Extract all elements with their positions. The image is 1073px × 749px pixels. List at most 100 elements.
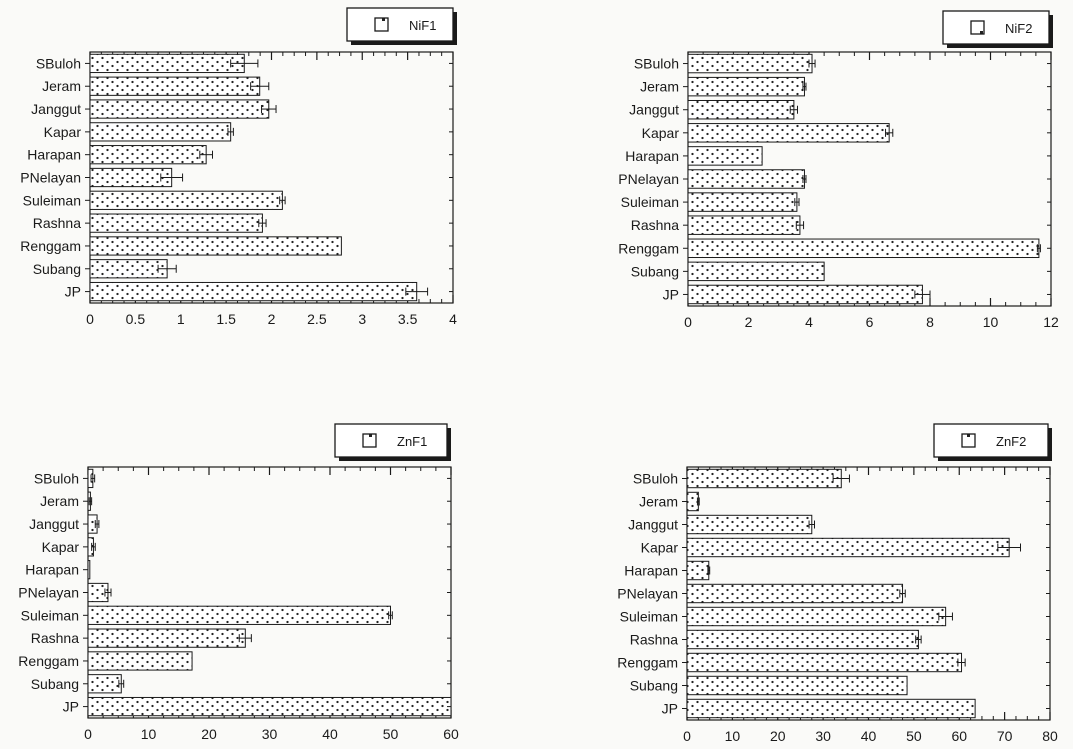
legend-swatch xyxy=(961,433,976,448)
x-tick-label: 50 xyxy=(383,726,399,742)
category-label: Harapan xyxy=(27,147,81,163)
legend-swatch xyxy=(970,20,985,35)
x-tick-label: 30 xyxy=(262,726,278,742)
category-label: PNelayan xyxy=(20,170,81,186)
bar-sbuloh xyxy=(686,468,842,489)
category-label: Renggam xyxy=(20,238,81,254)
bar-suleiman xyxy=(686,606,947,627)
bar-pnelayan xyxy=(686,583,904,604)
x-tick-label: 3.5 xyxy=(398,311,418,327)
bar-subang xyxy=(687,261,825,282)
category-label: PNelayan xyxy=(618,171,679,187)
category-label: Janggut xyxy=(29,516,79,532)
category-label: Renggam xyxy=(617,655,678,671)
category-label: SBuloh xyxy=(634,56,679,72)
bar-rashna xyxy=(89,213,263,233)
bar-jp xyxy=(89,281,418,302)
category-label: Rashna xyxy=(631,217,679,233)
category-label: Harapan xyxy=(624,563,678,579)
bar-sbuloh xyxy=(687,53,813,74)
category-label: Rashna xyxy=(630,632,678,648)
x-tick-label: 20 xyxy=(770,728,786,744)
bar-jp xyxy=(686,698,976,719)
x-tick-label: 1 xyxy=(177,311,185,327)
bar-kapar xyxy=(89,122,232,142)
category-label: Subang xyxy=(31,676,79,692)
x-tick-label: 70 xyxy=(997,728,1013,744)
bar-renggam xyxy=(686,652,963,673)
bar-jeram xyxy=(686,491,699,512)
category-label: Jeram xyxy=(40,493,79,509)
category-label: Suleiman xyxy=(23,192,81,208)
chart-panel-2: 0 2 4 6 8 10 12 SBuloh Jeram Janggut Kapar Harapan P… xyxy=(618,10,1059,330)
x-tick-label: 2.5 xyxy=(307,311,327,327)
x-tick-label: 12 xyxy=(1043,314,1059,330)
category-label: SBuloh xyxy=(633,471,678,487)
category-label: Janggut xyxy=(31,101,81,117)
category-label: Kapar xyxy=(642,125,680,141)
bar-jp xyxy=(87,696,452,717)
legend-box xyxy=(933,423,1049,458)
x-tick-label: 0 xyxy=(84,726,92,742)
bar-janggut xyxy=(687,99,795,120)
category-label: Harapan xyxy=(625,148,679,164)
bar-harapan xyxy=(686,560,710,581)
bar-renggam xyxy=(89,236,342,256)
chart-panel-1: 0 0.5 1 1.5 2 2.5 3 3.5 4 SBuloh Jeram Janggut Kapar… xyxy=(20,7,457,327)
category-label: JP xyxy=(663,286,679,302)
x-tick-label: 10 xyxy=(983,314,999,330)
category-label: Jeram xyxy=(42,78,81,94)
bar-jeram xyxy=(89,76,261,96)
bar-harapan xyxy=(87,560,91,580)
bar-rashna xyxy=(687,215,801,235)
bar-janggut xyxy=(686,514,813,535)
bar-suleiman xyxy=(87,605,391,625)
category-label: Suleiman xyxy=(620,609,678,625)
category-label: Janggut xyxy=(628,517,678,533)
category-label: Renggam xyxy=(618,240,679,256)
bar-jeram xyxy=(687,76,805,97)
category-label: Subang xyxy=(631,263,679,279)
category-label: Rashna xyxy=(31,630,79,646)
bar-jp xyxy=(687,284,923,305)
bar-harapan xyxy=(89,145,207,165)
bar-rashna xyxy=(87,628,246,648)
bar-subang xyxy=(89,259,168,279)
x-tick-label: 60 xyxy=(951,728,967,744)
category-label: PNelayan xyxy=(18,585,79,601)
x-tick-label: 10 xyxy=(725,728,741,744)
legend-box xyxy=(346,7,454,42)
x-tick-label: 2 xyxy=(745,314,753,330)
x-tick-label: 60 xyxy=(443,726,459,742)
legend-box xyxy=(942,10,1050,45)
chart-panel-3: 0 10 20 30 40 50 60 SBuloh Jeram Janggut Kapar Hara… xyxy=(18,423,459,742)
category-label: Harapan xyxy=(25,562,79,578)
legend-label: NiF1 xyxy=(409,18,436,33)
x-tick-label: 4 xyxy=(805,314,813,330)
bar-suleiman xyxy=(687,192,798,212)
bar-harapan xyxy=(687,146,763,166)
category-label: Subang xyxy=(33,261,81,277)
chart-panel-4: 0 10 20 30 40 50 60 70 80 SBuloh Jeram Janggut Kapar… xyxy=(617,423,1058,744)
category-label: PNelayan xyxy=(617,586,678,602)
bar-suleiman xyxy=(89,190,283,210)
x-tick-label: 20 xyxy=(201,726,217,742)
x-tick-label: 0 xyxy=(683,728,691,744)
bar-pnelayan xyxy=(89,167,173,188)
x-tick-label: 50 xyxy=(906,728,922,744)
category-label: Jeram xyxy=(639,494,678,510)
x-tick-label: 8 xyxy=(926,314,934,330)
bar-kapar xyxy=(687,123,890,143)
x-tick-label: 6 xyxy=(866,314,874,330)
bar-subang xyxy=(686,675,908,696)
category-label: JP xyxy=(662,701,678,717)
x-tick-label: 30 xyxy=(815,728,831,744)
bar-subang xyxy=(87,674,122,694)
bar-renggam xyxy=(87,651,193,671)
bar-kapar xyxy=(686,537,1010,558)
category-label: Kapar xyxy=(44,124,82,140)
category-label: Jeram xyxy=(640,79,679,95)
category-label: SBuloh xyxy=(34,470,79,486)
legend-label: ZnF1 xyxy=(397,434,427,449)
